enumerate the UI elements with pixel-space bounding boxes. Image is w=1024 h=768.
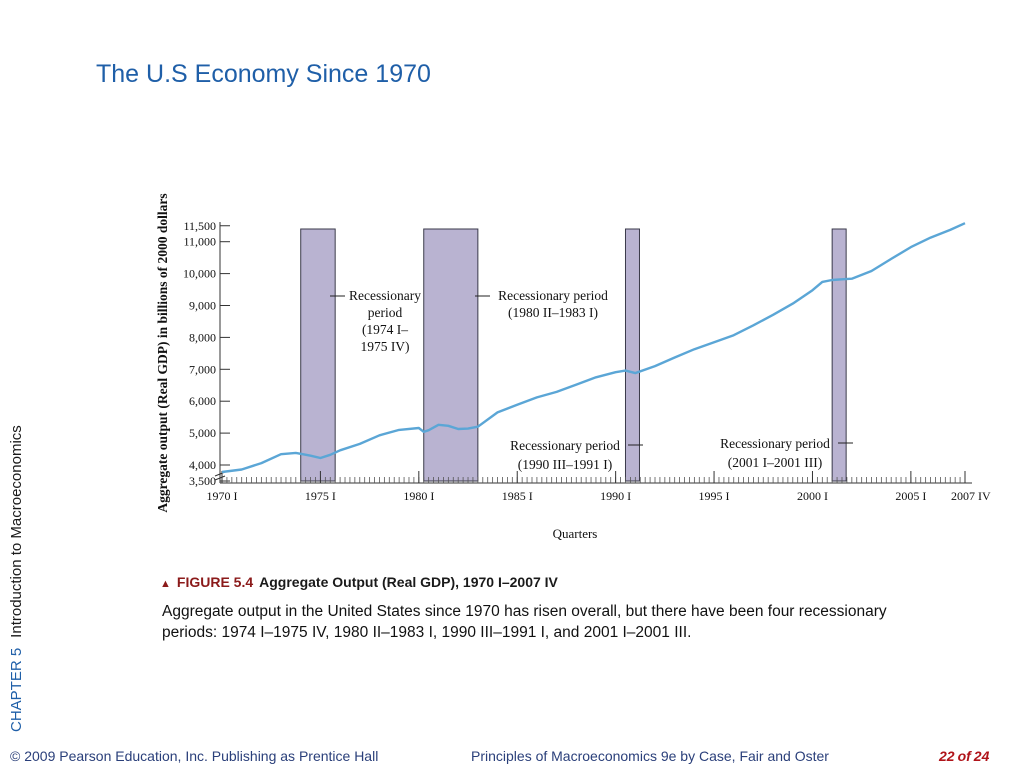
annotation-text-line: Recessionary period (720, 436, 830, 451)
figure-caption: ▲ FIGURE 5.4 Aggregate Output (Real GDP), … (160, 574, 558, 590)
y-tick-label: 11,000 (183, 235, 216, 249)
y-axis-break-mark (214, 475, 226, 481)
recession-annotation-2: Recessionary period (1980 II–1983 I) (475, 288, 608, 320)
annotation-text-line: (1990 III–1991 I) (518, 457, 612, 472)
annotation-text-line: Recessionary period (498, 288, 608, 303)
recession-annotation-3: Recessionary period (1990 III–1991 I) (510, 438, 643, 472)
recession-bars (300, 228, 847, 482)
slide-title: The U.S Economy Since 1970 (96, 60, 431, 88)
y-tick-label: 4,000 (189, 458, 216, 472)
figure-title: Aggregate Output (Real GDP), 1970 I–2007… (259, 574, 558, 590)
figure-description: Aggregate output in the United States si… (162, 603, 887, 641)
x-tick-label: 1990 I (600, 489, 631, 503)
y-tick-label: 7,000 (189, 362, 216, 376)
chapter-number: CHAPTER 5 (8, 647, 25, 732)
x-tick-label: 1995 I (699, 489, 730, 503)
annotation-text-line: (1980 II–1983 I) (508, 305, 598, 320)
x-tick-label: 2007 IV (951, 489, 991, 503)
annotation-text-line: Recessionary (349, 288, 421, 303)
recession-bar-3 (624, 228, 640, 482)
page-indicator: 22 of 24 (939, 748, 989, 764)
y-tick-label: 10,000 (183, 267, 216, 281)
y-tick-label: 3,500 (189, 474, 216, 488)
x-tick-label: 1975 I (305, 489, 336, 503)
y-tick-label: 6,000 (189, 394, 216, 408)
x-tick-label: 1985 I (502, 489, 533, 503)
gdp-line-chart: 3,500 4,000 5,000 6,000 7,000 8,000 9,000 10,00… (155, 193, 991, 541)
recession-annotation-1: Recessionary period (1974 I– 1975 IV) (330, 288, 421, 354)
x-tick-label: 1980 I (403, 489, 434, 503)
chart-axes: 3,500 4,000 5,000 6,000 7,000 8,000 9,000 10,00… (183, 219, 991, 503)
page-total: 24 (973, 748, 990, 764)
y-axis-title: Aggregate output (Real GDP) in billions … (155, 193, 170, 512)
annotation-text-line: 1975 IV) (360, 339, 409, 354)
page-of: of (957, 748, 971, 764)
x-tick-label: 1970 I (207, 489, 238, 503)
annotation-text-line: (1974 I– (362, 322, 408, 337)
recession-bar-1 (300, 228, 336, 482)
annotation-text-line: (2001 I–2001 III) (728, 455, 822, 470)
footer-copyright: © 2009 Pearson Education, Inc. Publishin… (10, 748, 379, 764)
annotation-text-line: period (368, 305, 403, 320)
y-tick-label: 8,000 (189, 330, 216, 344)
recession-bar-2 (423, 228, 479, 482)
axis-titles: Quarters Aggregate output (Real GDP) in b… (155, 193, 597, 541)
gdp-series-line (221, 222, 966, 474)
slide-footer: © 2009 Pearson Education, Inc. Publishin… (0, 744, 1024, 768)
annotation-text-line: Recessionary period (510, 438, 620, 453)
figure-label: FIGURE 5.4 (176, 574, 254, 590)
recession-bar-4 (831, 228, 847, 482)
recession-annotation-4: Recessionary period (2001 I–2001 III) (720, 436, 853, 470)
x-tick-label: 2000 I (797, 489, 828, 503)
footer-book-title: Principles of Macroeconomics 9e by Case,… (471, 748, 829, 764)
gdp-series (221, 222, 966, 474)
page-current: 22 (939, 748, 955, 764)
y-tick-label: 5,000 (189, 426, 216, 440)
x-axis-title: Quarters (553, 526, 598, 541)
caption-triangle-icon: ▲ (160, 578, 171, 590)
y-tick-label: 11,500 (183, 219, 216, 233)
y-tick-label: 9,000 (189, 299, 216, 313)
x-tick-label: 2005 I (895, 489, 926, 503)
